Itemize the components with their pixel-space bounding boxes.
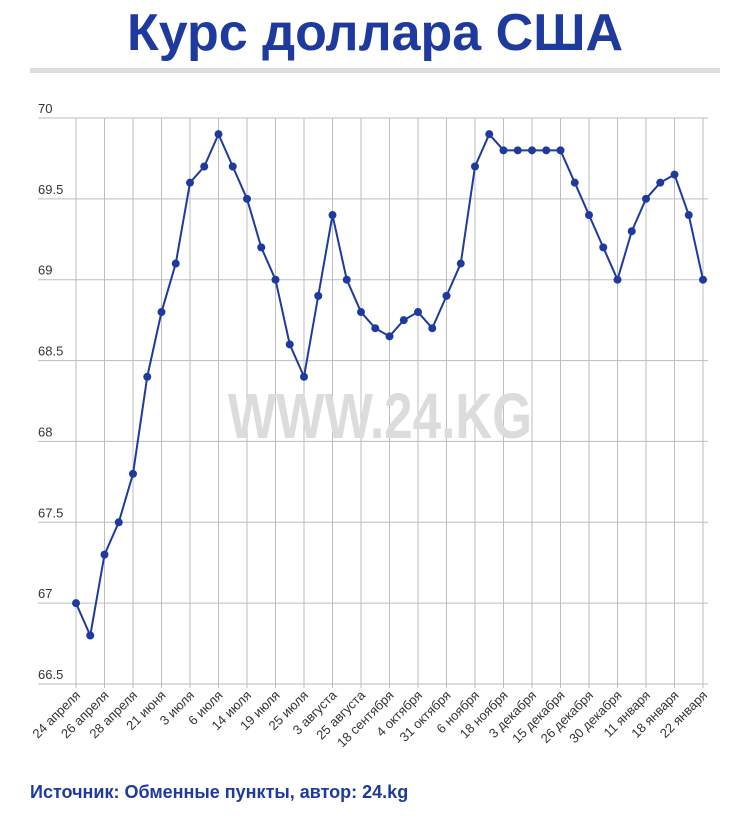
data-point [214, 130, 223, 139]
y-tick-label: 67 [38, 586, 52, 601]
data-point [456, 259, 465, 268]
data-point [385, 332, 394, 341]
data-point [513, 146, 522, 155]
data-point [528, 146, 536, 155]
data-point [300, 372, 308, 381]
data-point [129, 469, 137, 478]
data-point [570, 178, 579, 187]
data-point [285, 340, 294, 349]
data-point [599, 243, 608, 252]
data-point [485, 130, 494, 139]
data-point [171, 259, 180, 268]
data-point [699, 275, 707, 284]
data-point [399, 316, 408, 325]
data-point [72, 599, 80, 608]
data-point [143, 372, 152, 381]
data-point [314, 291, 323, 300]
title-divider [30, 68, 720, 73]
data-point [684, 211, 693, 220]
y-tick-label: 70 [38, 101, 52, 116]
data-point [328, 211, 337, 220]
watermark: WWW.24.KG [228, 382, 532, 453]
data-point [100, 550, 109, 559]
data-point [670, 170, 679, 179]
data-point [656, 178, 665, 187]
data-point [642, 194, 650, 203]
chart-title: Курс доллара США [127, 4, 623, 62]
data-point [499, 146, 508, 155]
y-tick-label: 69.5 [38, 182, 63, 197]
data-point [186, 178, 194, 187]
data-point [627, 227, 636, 236]
y-tick-label: 69 [38, 263, 52, 278]
data-point [200, 162, 209, 171]
data-point [471, 162, 479, 171]
data-point [114, 518, 123, 527]
data-point [357, 308, 365, 317]
y-tick-label: 67.5 [38, 505, 63, 520]
data-point [342, 275, 351, 284]
data-point [542, 146, 551, 155]
y-tick-label: 68 [38, 424, 52, 439]
y-tick-label: 66.5 [38, 667, 63, 682]
data-point [157, 308, 166, 317]
data-point [257, 243, 266, 252]
data-point [371, 324, 380, 333]
data-point [442, 291, 451, 300]
y-tick-label: 68.5 [38, 344, 63, 359]
data-point [556, 146, 565, 155]
data-point [271, 275, 280, 284]
data-point [428, 324, 437, 333]
data-point [86, 631, 95, 640]
data-point [243, 194, 251, 203]
source-note: Источник: Обменные пункты, автор: 24.kg [30, 782, 408, 802]
data-point [228, 162, 237, 171]
data-point [414, 308, 422, 317]
data-point [585, 211, 593, 220]
data-point [613, 275, 622, 284]
